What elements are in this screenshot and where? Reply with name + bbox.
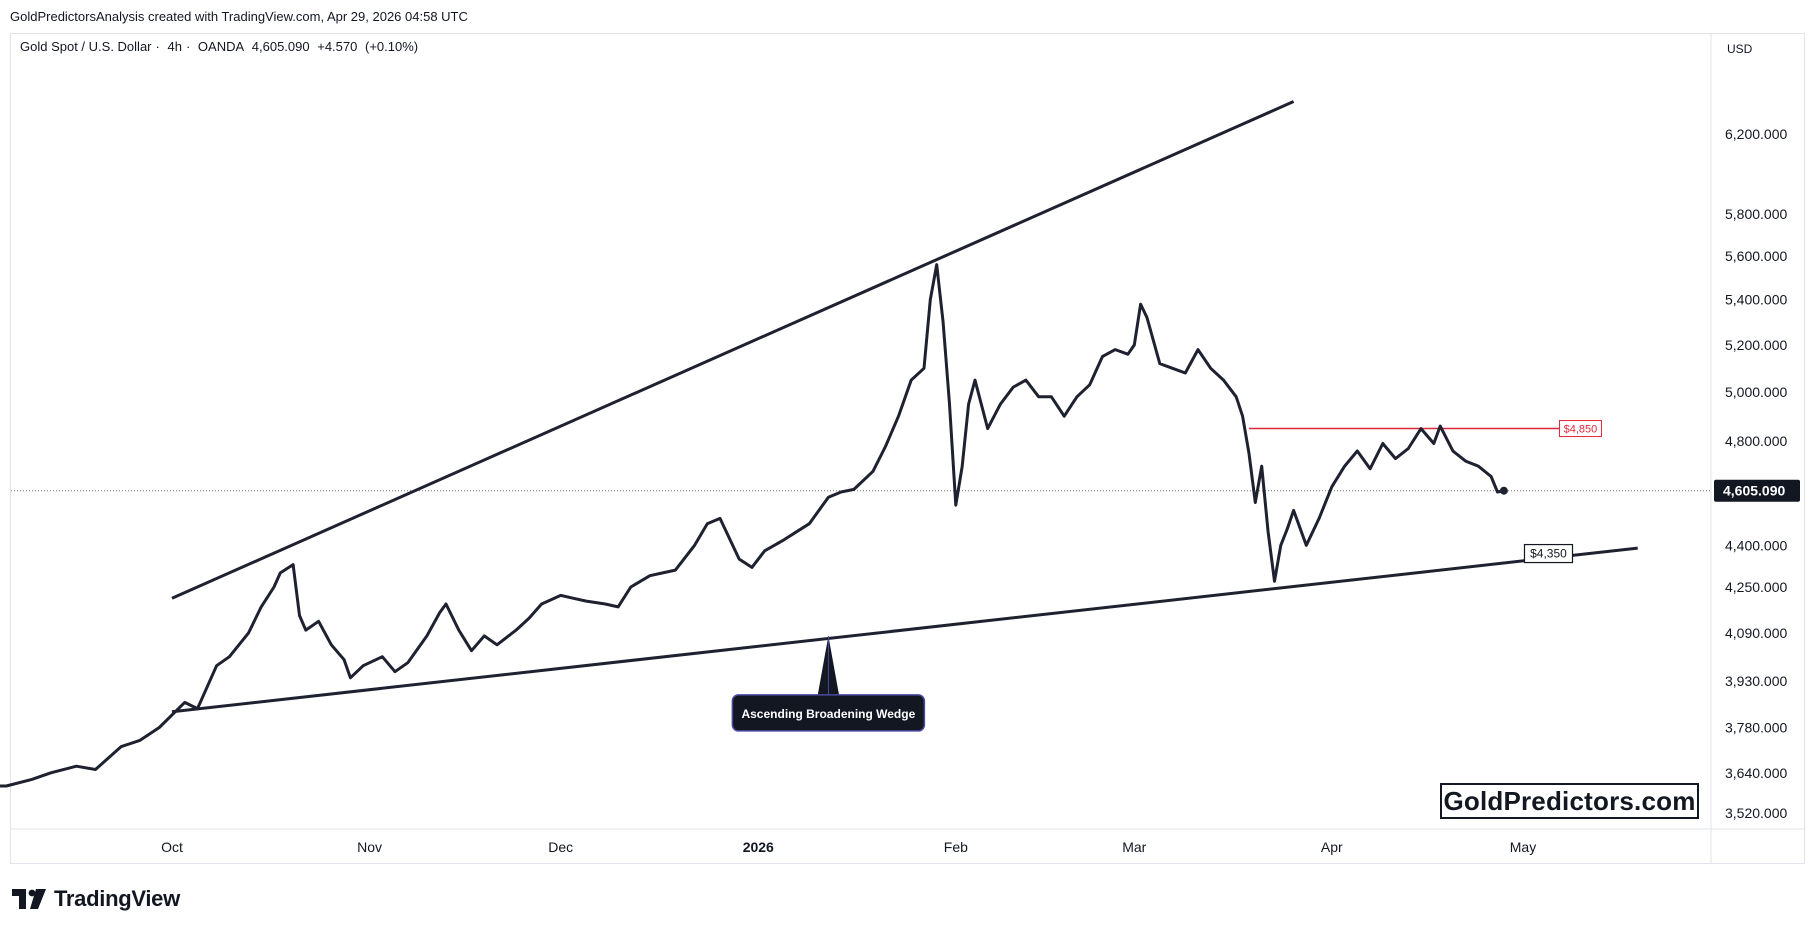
- symbol-last-price: 4,605.090: [251, 39, 310, 54]
- tradingview-logo-icon: [12, 889, 46, 909]
- chart-frame[interactable]: [10, 33, 1805, 864]
- symbol-name: Gold Spot / U.S. Dollar: [20, 39, 152, 54]
- author-line: GoldPredictorsAnalysis created with Trad…: [10, 9, 468, 24]
- symbol-change-pct: (+0.10%): [364, 39, 419, 54]
- currency-label[interactable]: USD: [1727, 42, 1753, 56]
- symbol-source: OANDA: [197, 39, 245, 54]
- tradingview-brand-name: TradingView: [54, 886, 180, 911]
- symbol-legend[interactable]: Gold Spot / U.S. Dollar · 4h · OANDA 4,605…: [20, 39, 419, 54]
- symbol-change: +4.570: [317, 39, 358, 54]
- watermark: GoldPredictors.com: [1440, 783, 1699, 819]
- tradingview-brand[interactable]: TradingView: [12, 886, 180, 912]
- symbol-interval: 4h: [167, 39, 182, 54]
